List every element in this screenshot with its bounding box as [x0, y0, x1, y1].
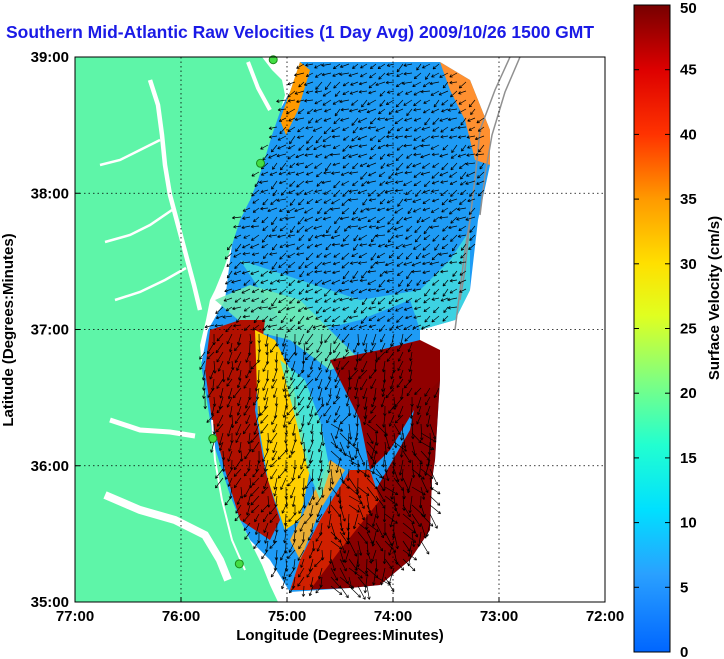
y-tick-label-3: 38:00: [31, 185, 69, 202]
site-marker-1: [256, 158, 265, 168]
chesapeake-bay: [147, 79, 203, 311]
colorbar-ticks: 0 5 10 15 20 25 30 35 40 45 50: [634, 0, 697, 659]
y-tick-label-0: 35:00: [31, 594, 69, 611]
field-west-yellow: [255, 330, 310, 530]
outer-banks-shore: [211, 419, 246, 571]
x-tick-label-2: 75:00: [268, 608, 306, 625]
field-north-coast-orange: [280, 62, 310, 135]
cbar-tick-label-1: 5: [680, 579, 688, 596]
vector-arrows: [199, 63, 485, 600]
x-tick-label-0: 77:00: [56, 608, 94, 625]
y-axis-label: Latitude (Degrees:Minutes): [0, 233, 17, 426]
y-tick-label-4: 39:00: [31, 49, 69, 66]
cbar-tick-label-0: 0: [680, 644, 688, 659]
field-green-band: [215, 285, 360, 370]
y-tick-label-1: 36:00: [31, 458, 69, 475]
x-tick-label-3: 74:00: [374, 608, 412, 625]
grid-lines: [75, 57, 605, 602]
site-marker-0: [268, 55, 278, 65]
field-central-jet: [330, 340, 440, 470]
contour-3: [454, 219, 471, 331]
site-marker-3: [234, 559, 244, 569]
chesapeake-branch-1: [99, 138, 161, 167]
cbar-tick-label-6: 30: [680, 256, 697, 273]
x-tick-label-5: 72:00: [586, 608, 624, 625]
velocity-vectors: [199, 63, 485, 600]
cbar-tick-label-7: 35: [680, 191, 697, 208]
cbar-tick-label-3: 15: [680, 450, 697, 467]
cbar-tick-label-9: 45: [680, 62, 697, 79]
x-tick-label-4: 73:00: [480, 608, 518, 625]
cbar-tick-label-2: 10: [680, 515, 697, 532]
field-northeast-edge: [440, 62, 490, 165]
albemarle-sound: [109, 417, 196, 439]
field-west-coastal-jet: [205, 320, 280, 540]
field-west-green: [280, 360, 330, 500]
chesapeake-branch-3: [114, 266, 187, 302]
radar-sites: [208, 55, 278, 569]
cbar-tick-label-8: 40: [680, 126, 697, 143]
chart-title: Southern Mid-Atlantic Raw Velocities (1 …: [6, 22, 595, 42]
cbar-tick-label-5: 25: [680, 321, 697, 338]
pamlico-sound: [103, 491, 232, 582]
colorbar: [633, 4, 671, 653]
cbar-tick-label-10: 50: [680, 0, 697, 17]
x-axis-label: Longitude (Degrees:Minutes): [236, 627, 444, 644]
delaware-bay: [246, 61, 272, 111]
chesapeake-branch-2: [104, 208, 173, 244]
y-tick-label-2: 37:00: [31, 322, 69, 339]
cbar-tick-label-4: 20: [680, 385, 697, 402]
x-tick-labels: 77:00 76:00 75:00 74:00 73:00 72:00: [56, 597, 624, 625]
x-tick-label-1: 76:00: [162, 608, 200, 625]
contour-1: [459, 57, 511, 301]
bathymetry-contours: [454, 57, 521, 331]
y-tick-labels: 35:00 36:00 37:00 38:00 39:00: [31, 49, 80, 611]
contour-2: [479, 57, 521, 216]
colorbar-label: Surface Velocity (cm/s): [706, 216, 723, 380]
site-marker-2: [208, 434, 218, 443]
